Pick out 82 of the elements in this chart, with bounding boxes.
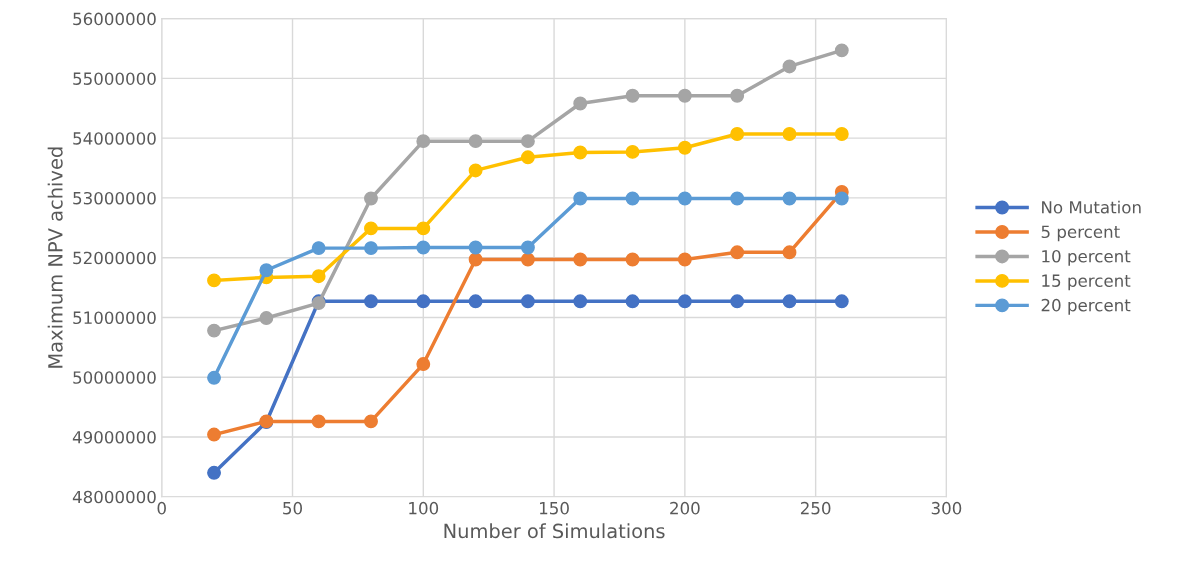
point (364, 221, 378, 236)
point (625, 144, 640, 159)
point (834, 43, 849, 58)
legend-label: 15 percent (1042, 274, 1131, 291)
point (416, 240, 431, 255)
y-axis-title: Maximum NPV achived (47, 147, 63, 368)
point (625, 191, 640, 206)
point (730, 294, 745, 309)
point (207, 465, 221, 480)
point (468, 240, 483, 255)
point (625, 294, 640, 309)
point (573, 252, 588, 267)
point (625, 88, 640, 103)
point (416, 294, 431, 309)
point (364, 191, 378, 206)
point (730, 127, 745, 141)
y-tick-label: 52000000 (73, 251, 156, 265)
x-tick-label: 100 (409, 501, 439, 515)
point (416, 221, 431, 236)
x-tick-label: 250 (800, 501, 831, 515)
point (520, 134, 535, 149)
point (207, 370, 221, 385)
point (311, 241, 326, 256)
point (677, 88, 692, 103)
point (782, 245, 797, 260)
legend-label: 20 percent (1041, 298, 1131, 315)
y-tick-label: 51000000 (73, 311, 156, 325)
point (259, 311, 274, 325)
point (468, 163, 483, 178)
point (677, 191, 692, 206)
legend-label: 5 percent (1041, 225, 1120, 242)
point (730, 191, 745, 206)
legend-label: 10 percent (1042, 249, 1131, 266)
y-tick-label: 54000000 (73, 132, 156, 145)
point (259, 263, 274, 278)
point (468, 294, 483, 309)
x-tick-label: 300 (931, 501, 962, 515)
point (677, 140, 692, 155)
point (782, 191, 797, 206)
y-tick-label: 55000000 (73, 72, 156, 85)
point (782, 294, 797, 309)
y-tick-label: 56000000 (73, 12, 156, 26)
y-tick-label: 50000000 (73, 371, 156, 384)
point (311, 414, 326, 429)
point (520, 240, 535, 255)
point (364, 414, 378, 429)
point (207, 427, 221, 442)
x-tick-label: 200 (670, 501, 700, 515)
legend-label: No Mutation (1042, 200, 1141, 214)
y-tick-label: 49000000 (72, 430, 156, 444)
point (677, 252, 692, 267)
point (416, 357, 431, 371)
point (416, 134, 431, 149)
point (730, 245, 745, 260)
point (364, 294, 378, 309)
point (834, 191, 849, 206)
point (625, 252, 640, 267)
point (520, 294, 535, 309)
point (573, 294, 588, 309)
point (782, 59, 797, 74)
point (207, 273, 221, 288)
point (782, 127, 797, 141)
point (207, 323, 221, 338)
y-tick-label: 53000000 (73, 191, 156, 205)
point (311, 269, 326, 284)
point (834, 127, 849, 141)
point (468, 252, 483, 267)
point (520, 252, 535, 267)
point (573, 191, 588, 206)
point (573, 145, 588, 160)
x-tick-label: 50 (283, 501, 303, 515)
point (730, 88, 745, 103)
point (468, 134, 483, 149)
x-axis-title: Number of Simulations (444, 523, 665, 539)
point (834, 294, 849, 309)
point (520, 150, 535, 165)
y-tick-label: 48000000 (72, 490, 156, 504)
x-tick-label: 150 (540, 501, 569, 515)
point (364, 241, 378, 256)
point (677, 294, 692, 309)
x-tick-label: 0 (157, 501, 166, 515)
point (573, 96, 588, 111)
